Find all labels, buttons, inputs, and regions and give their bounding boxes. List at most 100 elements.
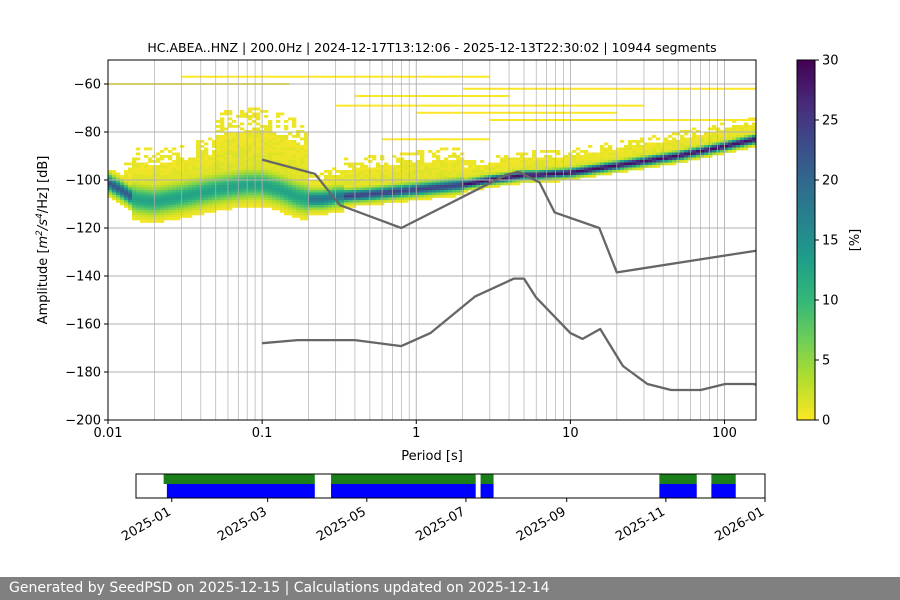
- heatmap-cell: [192, 190, 197, 193]
- heatmap-cell: [524, 165, 529, 168]
- heatmap-cell: [196, 177, 201, 181]
- y-axis-label: Amplitude [m2/s4/Hz] [dB]: [35, 156, 51, 325]
- heatmap-cell: [256, 140, 261, 143]
- heatmap-cell: [728, 132, 733, 136]
- heatmap-cell: [296, 187, 301, 191]
- heatmap-cell: [360, 175, 365, 178]
- heatmap-cell: [444, 160, 449, 163]
- heatmap-cell: [576, 175, 581, 178]
- heatmap-cell: [256, 200, 261, 203]
- heatmap-cell: [408, 180, 413, 183]
- heatmap-cell: [464, 170, 469, 173]
- heatmap-cell: [692, 132, 697, 136]
- heatmap-cell: [184, 160, 189, 163]
- heatmap-cell: [140, 170, 145, 173]
- heatmap-cell: [340, 185, 345, 188]
- heatmap-cell: [276, 205, 281, 208]
- heatmap-cell: [512, 157, 517, 161]
- heatmap-cell: [288, 212, 293, 216]
- heatmap-cell: [284, 197, 289, 201]
- heatmap-cell: [492, 165, 497, 168]
- heatmap-cell: [304, 177, 309, 181]
- heatmap-cell: [684, 140, 689, 143]
- heatmap-cell: [132, 157, 137, 161]
- heatmap-cell: [284, 207, 289, 211]
- heatmap-cell: [180, 170, 185, 173]
- heatmap-cell: [660, 150, 665, 153]
- heatmap-cell: [364, 202, 369, 206]
- heatmap-cell: [200, 190, 205, 193]
- heatmap-cell: [108, 190, 113, 193]
- heatmap-cell: [200, 172, 205, 176]
- colorbar-step: [797, 304, 815, 309]
- heatmap-cell: [372, 190, 377, 193]
- heatmap-cell: [444, 172, 449, 176]
- heatmap-cell: [228, 135, 233, 138]
- heatmap-cell: [120, 192, 125, 196]
- heatmap-cell: [220, 207, 225, 211]
- heatmap-cell: [120, 187, 125, 191]
- heatmap-cell: [716, 152, 721, 156]
- heatmap-cell: [248, 117, 253, 121]
- heatmap-cell: [140, 195, 145, 198]
- colorbar-step: [797, 368, 815, 373]
- heatmap-cell: [280, 140, 285, 143]
- heatmap-cell: [232, 202, 237, 206]
- colorbar-step: [797, 376, 815, 381]
- heatmap-cell: [128, 202, 133, 206]
- heatmap-cell: [248, 162, 253, 166]
- heatmap-cell: [416, 180, 421, 183]
- heatmap-cell: [304, 152, 309, 156]
- heatmap-cell: [692, 147, 697, 151]
- heatmap-cell: [320, 187, 325, 191]
- heatmap-cell: [528, 170, 533, 173]
- heatmap-cell: [720, 147, 725, 151]
- heatmap-cell: [664, 157, 669, 161]
- heatmap-cell: [344, 177, 349, 181]
- heatmap-cell: [276, 195, 281, 198]
- heatmap-cell: [264, 165, 269, 168]
- heatmap-cell: [700, 135, 705, 138]
- heatmap-cell: [164, 212, 169, 216]
- heatmap-cell: [292, 125, 297, 128]
- heatmap-cell: [416, 160, 421, 163]
- heatmap-cell: [188, 167, 193, 171]
- heatmap-cell: [680, 142, 685, 146]
- heatmap-cell: [572, 167, 577, 171]
- heatmap-cell: [248, 157, 253, 161]
- heatmap-cell: [392, 200, 397, 203]
- heatmap-cell: [436, 187, 441, 191]
- heatmap-cell: [184, 162, 189, 166]
- heatmap-cell: [696, 147, 701, 151]
- heatmap-cell: [212, 197, 217, 201]
- heatmap-cell: [128, 200, 133, 203]
- heatmap-cell: [580, 165, 585, 168]
- heatmap-cell: [340, 172, 345, 176]
- heatmap-cell: [276, 175, 281, 178]
- x-tick-label: 10: [562, 426, 579, 441]
- heatmap-cell: [596, 155, 601, 158]
- heatmap-cell: [132, 180, 137, 183]
- heatmap-cell: [240, 110, 245, 113]
- heatmap-cell: [424, 175, 429, 178]
- heatmap-cell: [628, 160, 633, 163]
- heatmap-cell: [496, 180, 501, 183]
- heatmap-cell: [444, 170, 449, 173]
- heatmap-cell: [180, 197, 185, 201]
- heatmap-cell: [468, 162, 473, 166]
- heatmap-cell: [228, 177, 233, 181]
- heatmap-cell: [656, 147, 661, 151]
- heatmap-cell: [256, 185, 261, 188]
- heatmap-cell: [508, 162, 513, 166]
- heatmap-cell: [548, 150, 553, 153]
- heatmap-cell: [256, 130, 261, 133]
- heatmap-cell: [444, 180, 449, 183]
- heatmap-cell: [248, 167, 253, 171]
- heatmap-cell: [400, 167, 405, 171]
- heatmap-cell: [204, 170, 209, 173]
- heatmap-cell: [668, 150, 673, 153]
- heatmap-cell: [392, 165, 397, 168]
- heatmap-cell: [320, 195, 325, 198]
- heatmap-cell: [432, 172, 437, 176]
- heatmap-cell: [648, 145, 653, 148]
